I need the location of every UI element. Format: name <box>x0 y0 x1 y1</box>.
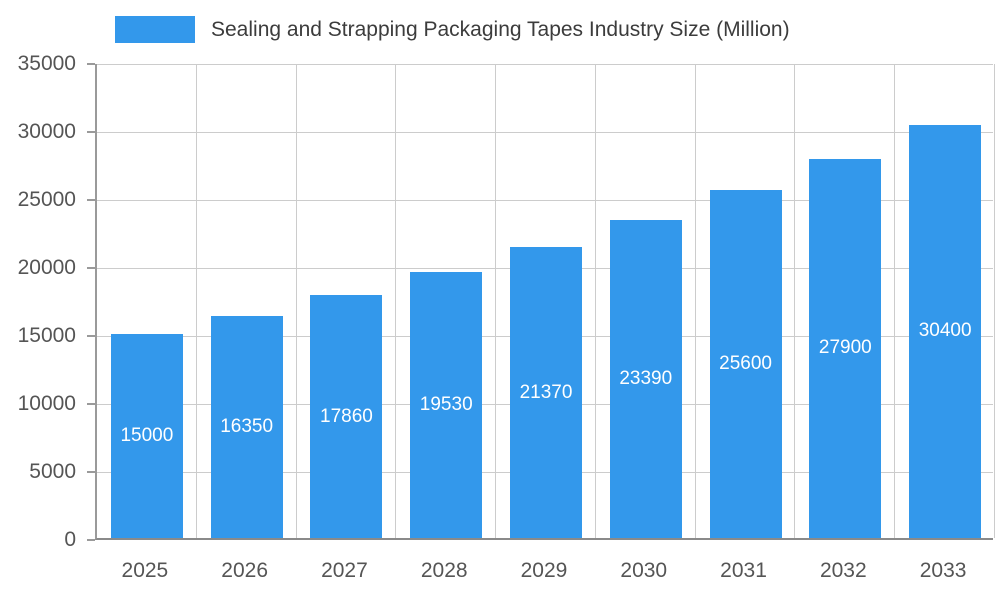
bar-value-label: 15000 <box>120 425 174 446</box>
bar[interactable]: 15000 <box>110 334 183 538</box>
x-axis-tick-label: 2028 <box>420 559 468 582</box>
y-axis-tick <box>87 471 95 473</box>
gridline-vertical <box>395 64 397 538</box>
y-axis-tick <box>87 267 95 269</box>
gridline-vertical <box>794 64 796 538</box>
chart-legend[interactable]: Sealing and Strapping Packaging Tapes In… <box>115 16 790 43</box>
bar-value-label: 30400 <box>918 320 972 342</box>
y-axis-tick <box>87 63 95 65</box>
bar[interactable]: 30400 <box>909 124 982 538</box>
x-axis-tick-label: 2026 <box>221 559 268 582</box>
gridline-vertical <box>594 64 596 538</box>
x-axis-tick-label: 2025 <box>121 559 169 582</box>
x-axis-tick-label: 2032 <box>819 559 867 582</box>
bar[interactable]: 16350 <box>210 315 283 538</box>
bar-value-label: 27900 <box>818 337 872 359</box>
bar-value-label: 16350 <box>220 415 274 437</box>
gridline-vertical <box>694 64 696 538</box>
chart-title: Sealing and Strapping Packaging Tapes In… <box>211 17 790 41</box>
y-axis-tick <box>87 199 95 201</box>
gridline-vertical <box>295 64 297 538</box>
bar-value-label: 17860 <box>320 405 373 427</box>
bar-value-label: 21370 <box>519 381 573 403</box>
plot-area: 15000 16350 17860 19530 21370 23390 25600 27900… <box>87 63 995 541</box>
bar-value-label: 25600 <box>719 352 772 374</box>
bar[interactable]: 21370 <box>510 247 582 538</box>
y-axis-tick <box>87 131 95 133</box>
y-axis-tick-label: 5000 <box>29 460 76 483</box>
gridline-vertical <box>894 64 896 538</box>
y-axis-tick-label: 15000 <box>17 324 76 347</box>
bar[interactable]: 17860 <box>310 295 383 538</box>
x-axis-tick-label: 2033 <box>919 559 967 582</box>
bar[interactable]: 23390 <box>609 219 682 538</box>
x-axis-tick-label: 2030 <box>620 559 668 582</box>
x-axis-labels: 2025 2026 2027 2028 2029 2030 2031 2032 2033 <box>95 556 993 590</box>
y-axis-tick <box>87 403 95 405</box>
gridline-vertical <box>495 64 497 538</box>
y-axis-tick-label: 10000 <box>17 392 76 415</box>
bar-value-label: 23390 <box>619 367 673 389</box>
bar-value-label: 19530 <box>419 394 473 416</box>
gridline-vertical <box>994 64 995 538</box>
y-axis-tick-label: 30000 <box>17 120 76 143</box>
legend-swatch <box>115 16 195 43</box>
x-axis-tick-label: 2027 <box>321 559 368 582</box>
bar[interactable]: 19530 <box>410 272 483 538</box>
bar[interactable]: 27900 <box>809 158 882 538</box>
gridline-horizontal <box>97 199 993 201</box>
x-axis-tick-label: 2031 <box>720 559 767 582</box>
y-axis-tick-label: 0 <box>64 528 76 551</box>
y-axis-labels: 0 5000 10000 15000 20000 25000 30000 35000 <box>0 52 82 551</box>
y-axis-tick <box>87 335 95 337</box>
bar[interactable]: 25600 <box>709 189 782 538</box>
y-axis-tick <box>87 539 95 541</box>
y-axis-tick-label: 35000 <box>17 52 76 75</box>
y-axis-tick-label: 20000 <box>17 256 76 279</box>
gridline-horizontal <box>97 131 993 133</box>
gridline-vertical <box>195 64 197 538</box>
gridline-horizontal <box>97 63 993 65</box>
y-axis-tick-label: 25000 <box>17 188 76 211</box>
x-axis-tick-label: 2029 <box>520 559 568 582</box>
